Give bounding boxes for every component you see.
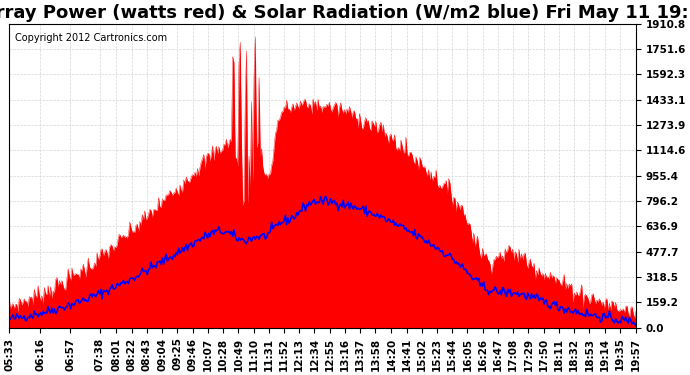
Text: Copyright 2012 Cartronics.com: Copyright 2012 Cartronics.com bbox=[15, 33, 168, 43]
Title: East Array Power (watts red) & Solar Radiation (W/m2 blue) Fri May 11 19:59: East Array Power (watts red) & Solar Rad… bbox=[0, 4, 690, 22]
